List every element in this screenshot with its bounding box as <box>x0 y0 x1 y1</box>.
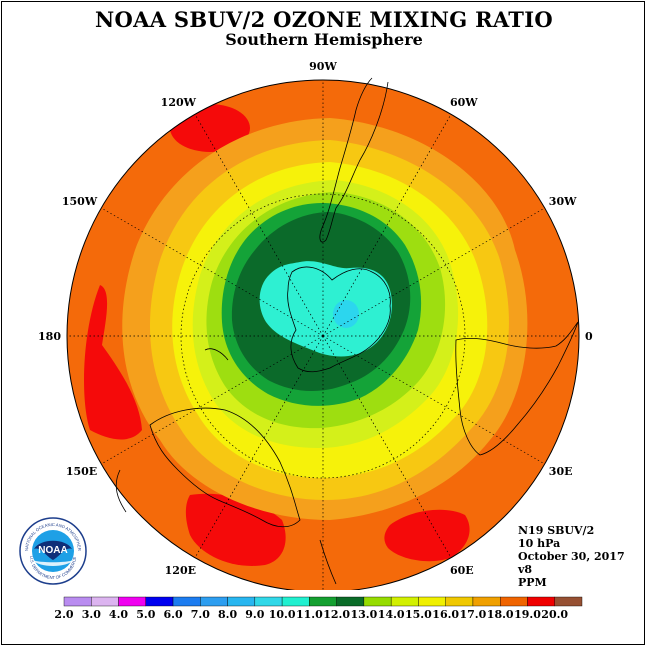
graticule <box>66 79 580 590</box>
latitude-circle <box>180 193 466 479</box>
colorbar-label: 10.0 <box>269 608 296 620</box>
colorbar-swatches <box>63 596 583 607</box>
map-outline <box>66 79 580 590</box>
colorbar-swatch <box>254 596 283 607</box>
colorbar-swatch <box>500 596 528 607</box>
contour-high-120e <box>185 493 286 566</box>
colorbar-swatch <box>336 596 365 607</box>
meridian-line <box>322 335 545 465</box>
colorbar-swatch <box>200 596 228 607</box>
colorbar-swatch <box>172 596 201 607</box>
colorbar-label: 19.0 <box>514 608 541 620</box>
longitude-label: 180 <box>38 330 61 343</box>
longitude-label: 60E <box>450 564 474 577</box>
meridian-line <box>322 114 452 337</box>
meridian-line <box>322 207 545 337</box>
longitude-label: 120W <box>161 96 197 109</box>
colorbar-swatch <box>91 596 119 607</box>
pressure-label: 10 hPa <box>518 537 561 550</box>
map-subtitle: Southern Hemisphere <box>225 30 423 49</box>
colorbar-label: 12.0 <box>323 608 350 620</box>
longitude-label: 0 <box>585 330 593 343</box>
colorbar-swatch <box>145 596 174 607</box>
colorbar-label: 16.0 <box>432 608 459 620</box>
coast-antarctica <box>287 266 391 373</box>
colorbar-label: 14.0 <box>378 608 405 620</box>
colorbar-label: 9.0 <box>245 608 264 620</box>
longitude-label: 150E <box>66 465 97 478</box>
version-label: v8 <box>518 563 533 576</box>
colorbar-swatch <box>63 596 92 607</box>
colorbar-swatch <box>554 596 583 607</box>
metadata-block: N19 SBUV/2 10 hPa October 30, 2017 v8 PP… <box>518 524 625 589</box>
polar-map: 90W60W120W30W150W018030E150E60E120E90E <box>38 60 593 590</box>
contour-band-10 <box>259 261 392 357</box>
colorbar-label: 15.0 <box>405 608 432 620</box>
colorbar-swatch <box>363 596 392 607</box>
noaa-logo: NATIONAL OCEANIC AND ATMOSPHERIC ADMINIS… <box>18 516 87 585</box>
longitude-label: 90W <box>309 60 337 73</box>
colorbar-label: 17.0 <box>460 608 487 620</box>
logo-wave-icon <box>32 560 74 566</box>
colorbar-swatch <box>227 596 256 607</box>
coast-new-zealand <box>115 469 127 513</box>
coast-australia <box>149 407 301 528</box>
logo-bird-icon <box>34 540 72 560</box>
longitude-label: 60W <box>450 96 478 109</box>
logo-text: NOAA <box>38 545 67 556</box>
ozone-contour-fill <box>67 80 579 590</box>
meridian-line <box>322 335 452 558</box>
meridian-line <box>101 335 324 465</box>
coast-south-america <box>319 77 389 243</box>
contour-high-60e <box>384 509 470 562</box>
colorbar-label: 20.0 <box>541 608 568 620</box>
longitude-label: 30E <box>549 465 573 478</box>
colorbar-swatch <box>418 596 446 607</box>
colorbar-label: 7.0 <box>191 608 210 620</box>
longitude-label: 120E <box>165 564 196 577</box>
colorbar-swatch <box>527 596 555 607</box>
coastlines <box>115 77 579 585</box>
coast-indian-ridge <box>319 539 337 585</box>
units-label: PPM <box>518 576 547 589</box>
colorbar-swatch <box>472 596 501 607</box>
colorbar-swatch <box>309 596 337 607</box>
colorbar-label: 2.0 <box>54 608 73 620</box>
colorbar-swatch <box>118 596 146 607</box>
contour-band-9 <box>333 300 359 328</box>
colorbar-swatch <box>281 596 310 607</box>
colorbar-label: 18.0 <box>487 608 514 620</box>
coast-island-1 <box>204 348 229 361</box>
colorbar-swatch <box>445 596 474 607</box>
longitude-label: 150W <box>62 195 98 208</box>
meridian-line <box>101 207 324 337</box>
meridians <box>67 80 579 590</box>
colorbar-label: 8.0 <box>218 608 237 620</box>
colorbar-labels: 2.0 3.0 4.0 5.0 6.0 7.0 8.0 9.0 10.0 11.0 12.0 13.0… <box>54 608 568 620</box>
colorbar-label: 13.0 <box>351 608 378 620</box>
colorbar-label: 3.0 <box>82 608 101 620</box>
contour-high-180 <box>84 285 142 440</box>
satellite-label: N19 SBUV/2 <box>518 524 595 537</box>
colorbar: 2.0 3.0 4.0 5.0 6.0 7.0 8.0 9.0 10.0 11.0 12.0 13.0… <box>54 596 583 620</box>
coast-africa <box>455 321 579 456</box>
colorbar-label: 11.0 <box>296 608 323 620</box>
meridian-line <box>194 335 324 558</box>
colorbar-label: 4.0 <box>109 608 128 620</box>
longitude-labels: 90W60W120W30W150W018030E150E60E120E90E <box>38 60 593 577</box>
colorbar-label: 5.0 <box>136 608 155 620</box>
date-label: October 30, 2017 <box>518 550 625 563</box>
meridian-line <box>194 114 324 337</box>
longitude-label: 30W <box>549 195 577 208</box>
map-title: NOAA SBUV/2 OZONE MIXING RATIO <box>95 7 553 32</box>
colorbar-label: 6.0 <box>164 608 183 620</box>
colorbar-swatch <box>390 596 419 607</box>
